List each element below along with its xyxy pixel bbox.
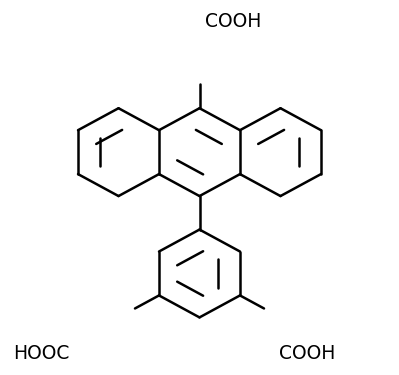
Text: COOH: COOH <box>279 344 335 363</box>
Text: HOOC: HOOC <box>13 344 70 363</box>
Text: COOH: COOH <box>205 12 262 32</box>
